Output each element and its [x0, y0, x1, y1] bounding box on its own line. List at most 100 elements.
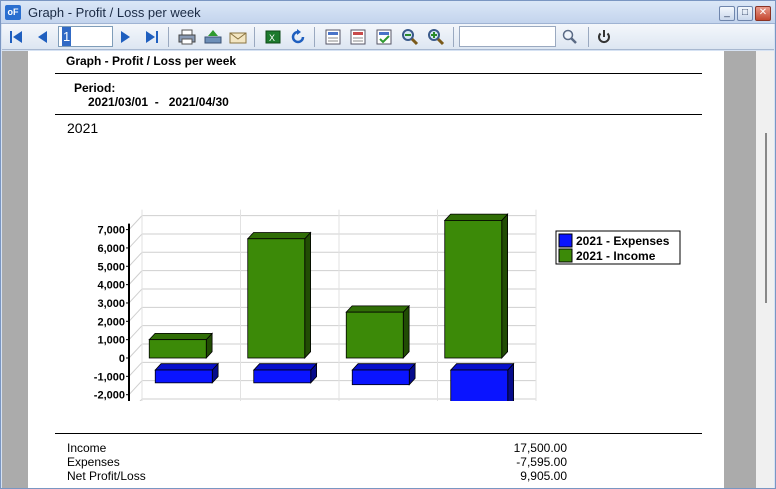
legend-swatch — [559, 234, 572, 247]
gridline — [129, 307, 142, 321]
y-tick-label: 5,000 — [97, 261, 125, 273]
gridline — [129, 234, 142, 248]
expenses-bar — [451, 370, 508, 401]
close-button[interactable]: ✕ — [755, 6, 771, 21]
gridline — [129, 381, 142, 395]
layout-icon — [349, 29, 367, 45]
gridline — [129, 271, 142, 285]
page-number-value: 1 — [62, 27, 71, 46]
email-icon — [229, 29, 247, 45]
y-tick-label: 1,000 — [97, 335, 125, 347]
page-setup-button[interactable] — [323, 27, 343, 47]
previous-page-button[interactable] — [32, 27, 52, 47]
income-bar-top — [149, 333, 212, 339]
income-bar-side — [305, 232, 311, 358]
legend-label: 2021 - Expenses — [576, 234, 670, 248]
income-bar — [248, 239, 305, 358]
export-icon — [204, 29, 222, 45]
first-page-icon — [9, 30, 23, 44]
gridline — [129, 252, 142, 266]
report-viewer: Graph - Profit / Loss per week Period: 2… — [2, 51, 774, 488]
total-label: Income — [67, 441, 106, 455]
toolbar-separator — [168, 27, 169, 47]
y-tick-label: 0 — [119, 353, 125, 365]
income-bar-top — [346, 306, 409, 312]
title-bar[interactable]: oF Graph - Profit / Loss per week _ □ ✕ — [1, 1, 775, 24]
next-page-icon — [119, 30, 133, 44]
expenses-bar-top — [155, 364, 218, 370]
expenses-bar-top — [254, 364, 317, 370]
divider — [55, 433, 702, 434]
toolbar-separator — [314, 27, 315, 47]
print-button[interactable] — [177, 27, 197, 47]
next-page-button[interactable] — [116, 27, 136, 47]
gridline — [129, 289, 142, 303]
first-page-button[interactable] — [6, 27, 26, 47]
y-tick-label: 4,000 — [97, 280, 125, 292]
year-label: 2021 — [67, 120, 98, 136]
app-icon: oF — [5, 5, 21, 20]
expenses-bar — [155, 370, 212, 383]
excel-button[interactable]: X — [263, 27, 283, 47]
expenses-bar-top — [352, 364, 415, 370]
totals-section: Income 17,500.00 Expenses -7,595.00 Net … — [67, 441, 567, 483]
period-label: Period: — [74, 81, 115, 95]
income-bar — [346, 312, 403, 358]
export-button[interactable] — [203, 27, 223, 47]
layout-button[interactable] — [348, 27, 368, 47]
period-to: 2021/04/30 — [169, 95, 229, 109]
zoom-in-icon — [427, 28, 445, 46]
gridline — [129, 344, 142, 358]
refresh-button[interactable] — [288, 27, 308, 47]
total-label: Net Profit/Loss — [67, 469, 146, 483]
income-bar-side — [502, 214, 508, 358]
minimize-button[interactable]: _ — [719, 6, 735, 21]
total-value: 17,500.00 — [514, 441, 567, 455]
svg-text:X: X — [269, 33, 275, 43]
search-button[interactable] — [560, 27, 580, 47]
page-setup-icon — [324, 29, 342, 45]
y-tick-label: 6,000 — [97, 243, 125, 255]
total-row-net: Net Profit/Loss 9,905.00 — [67, 469, 567, 483]
period-separator: - — [155, 95, 159, 109]
zoom-out-button[interactable] — [400, 27, 420, 47]
checklist-icon — [375, 29, 393, 45]
search-input[interactable] — [459, 26, 556, 47]
refresh-icon — [290, 29, 306, 45]
y-tick-label: 3,000 — [97, 298, 125, 310]
vertical-scrollbar[interactable] — [756, 51, 774, 488]
window-title: Graph - Profit / Loss per week — [28, 5, 201, 20]
divider — [55, 73, 702, 74]
maximize-button[interactable]: □ — [737, 6, 753, 21]
page-number-input[interactable]: 1 — [58, 26, 113, 47]
total-value: 9,905.00 — [520, 469, 567, 483]
zoom-in-button[interactable] — [426, 27, 446, 47]
expenses-bar — [254, 370, 311, 383]
last-page-icon — [145, 30, 159, 44]
total-value: -7,595.00 — [516, 455, 567, 469]
income-bar — [445, 220, 502, 358]
profit-loss-chart: 7,000 6,000 5,000 4,000 3,000 2,000 1,000 0 -1,0… — [28, 151, 724, 401]
email-button[interactable] — [228, 27, 248, 47]
y-tick-label: -1,000 — [94, 371, 125, 383]
total-row-expenses: Expenses -7,595.00 — [67, 455, 567, 469]
expenses-bar-top — [451, 364, 514, 370]
divider — [55, 114, 702, 115]
close-report-button[interactable] — [594, 27, 614, 47]
income-bar — [149, 340, 206, 358]
zoom-out-icon — [401, 28, 419, 46]
report-title: Graph - Profit / Loss per week — [66, 54, 236, 68]
last-page-button[interactable] — [142, 27, 162, 47]
toolbar-separator — [254, 27, 255, 47]
previous-page-icon — [35, 30, 49, 44]
excel-icon: X — [264, 29, 282, 45]
toolbar-separator — [453, 27, 454, 47]
y-tick-label: 2,000 — [97, 316, 125, 328]
gridline — [129, 216, 142, 230]
checklist-button[interactable] — [374, 27, 394, 47]
legend-swatch — [559, 249, 572, 262]
income-bar-top — [445, 214, 508, 220]
scrollbar-thumb[interactable] — [765, 133, 767, 303]
gridline — [129, 362, 142, 376]
